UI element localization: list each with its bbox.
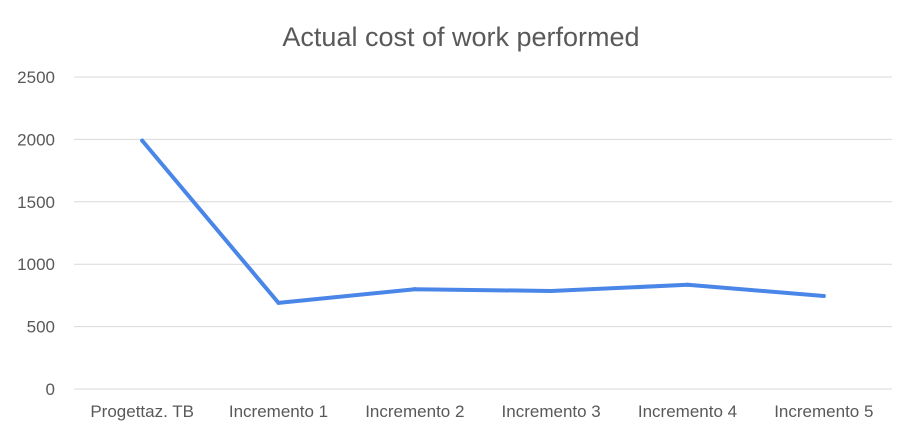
x-tick-label: Progettaz. TB (90, 402, 194, 421)
x-tick-label: Incremento 3 (502, 402, 601, 421)
x-tick-label: Incremento 5 (774, 402, 873, 421)
x-tick-label: Incremento 2 (365, 402, 464, 421)
data-point (821, 294, 826, 299)
series-group (140, 138, 826, 305)
chart-title: Actual cost of work performed (282, 22, 639, 52)
data-point (685, 282, 690, 287)
x-tick-label: Incremento 4 (638, 402, 737, 421)
data-point (276, 300, 281, 305)
data-point (549, 289, 554, 294)
y-tick-label: 2500 (17, 68, 55, 87)
data-point (412, 287, 417, 292)
x-axis-tick-labels: Progettaz. TB Incremento 1 Incremento 2 Inc… (90, 402, 873, 421)
gridlines (74, 76, 892, 390)
y-axis-tick-labels: 0 500 1000 1500 2000 2500 (17, 68, 55, 399)
y-tick-label: 0 (46, 380, 55, 399)
series-line (140, 138, 826, 305)
x-tick-label: Incremento 1 (229, 402, 328, 421)
y-tick-label: 2000 (17, 130, 55, 149)
y-tick-label: 1500 (17, 193, 55, 212)
y-tick-label: 500 (27, 318, 55, 337)
y-tick-label: 1000 (17, 255, 55, 274)
data-point (140, 138, 145, 143)
